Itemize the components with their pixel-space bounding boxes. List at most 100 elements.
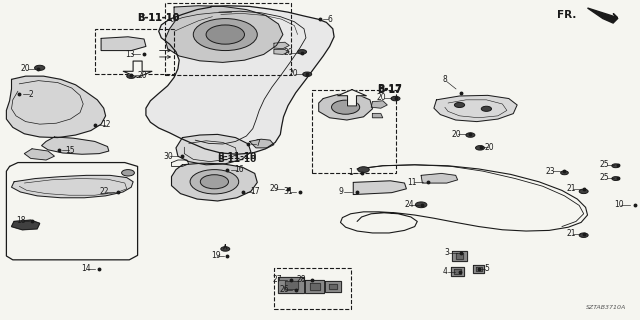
Text: 26: 26	[279, 285, 289, 294]
Bar	[95, 29, 174, 74]
Polygon shape	[473, 265, 484, 273]
Polygon shape	[434, 95, 517, 122]
Circle shape	[206, 25, 244, 44]
Polygon shape	[250, 139, 274, 148]
Text: 6: 6	[327, 15, 332, 24]
Text: 19: 19	[211, 252, 221, 260]
Circle shape	[35, 65, 45, 70]
Text: 13: 13	[125, 50, 135, 59]
Text: 20: 20	[138, 71, 148, 80]
Text: 20: 20	[451, 130, 461, 139]
Circle shape	[579, 233, 588, 237]
Circle shape	[303, 72, 312, 76]
Text: 5: 5	[484, 264, 489, 273]
Text: 25: 25	[600, 173, 610, 182]
Text: 3: 3	[444, 248, 449, 257]
Circle shape	[579, 189, 588, 194]
Text: B-11-10: B-11-10	[218, 155, 257, 164]
Text: 23: 23	[545, 167, 556, 176]
Text: B-11-10: B-11-10	[138, 12, 180, 23]
Circle shape	[332, 100, 360, 114]
Text: B-11-10: B-11-10	[218, 152, 257, 161]
Polygon shape	[456, 253, 463, 259]
Text: 7: 7	[255, 140, 260, 148]
Polygon shape	[451, 267, 464, 276]
Text: 10: 10	[614, 200, 624, 209]
Polygon shape	[124, 61, 152, 77]
Polygon shape	[146, 6, 334, 154]
Polygon shape	[353, 181, 406, 195]
Polygon shape	[12, 220, 40, 230]
Text: 16: 16	[234, 165, 244, 174]
Circle shape	[200, 175, 228, 189]
Polygon shape	[421, 173, 458, 183]
Polygon shape	[305, 280, 324, 293]
Bar	[312, 90, 396, 173]
Text: 21: 21	[566, 184, 575, 193]
Circle shape	[561, 171, 568, 175]
Polygon shape	[172, 163, 257, 201]
Text: 17: 17	[250, 188, 260, 196]
Text: 28: 28	[296, 276, 305, 284]
Polygon shape	[372, 114, 383, 118]
Text: 14: 14	[81, 264, 92, 273]
Text: 20: 20	[20, 64, 31, 73]
Polygon shape	[24, 149, 54, 160]
Text: 25: 25	[600, 160, 610, 169]
Polygon shape	[588, 8, 618, 23]
Polygon shape	[12, 175, 133, 198]
Text: 1: 1	[348, 168, 353, 177]
Polygon shape	[454, 269, 461, 274]
Polygon shape	[371, 101, 387, 108]
Polygon shape	[476, 267, 481, 271]
Text: 29: 29	[269, 184, 279, 193]
Polygon shape	[278, 277, 304, 293]
Text: 15: 15	[65, 146, 76, 155]
Polygon shape	[42, 137, 109, 154]
Circle shape	[298, 50, 307, 54]
Text: 20: 20	[288, 69, 298, 78]
Polygon shape	[274, 42, 289, 49]
Circle shape	[358, 167, 369, 172]
Text: B-17: B-17	[378, 84, 403, 94]
Text: SZTAB3710A: SZTAB3710A	[586, 305, 626, 310]
Circle shape	[481, 106, 492, 111]
Circle shape	[221, 247, 230, 251]
Text: 20: 20	[376, 93, 387, 102]
Circle shape	[476, 146, 484, 150]
Circle shape	[612, 177, 620, 180]
Text: 12: 12	[102, 120, 111, 129]
Polygon shape	[329, 284, 337, 289]
Polygon shape	[274, 50, 289, 54]
Circle shape	[454, 102, 465, 108]
Polygon shape	[6, 76, 106, 138]
Circle shape	[415, 202, 427, 208]
Text: 22: 22	[100, 188, 109, 196]
Polygon shape	[285, 281, 298, 289]
Circle shape	[612, 164, 620, 168]
Text: 4: 4	[443, 268, 448, 276]
Text: 11: 11	[407, 178, 416, 187]
Circle shape	[193, 19, 257, 51]
Text: 8: 8	[442, 76, 447, 84]
Circle shape	[122, 170, 134, 176]
Circle shape	[190, 170, 239, 194]
Text: B-11-10: B-11-10	[138, 12, 180, 23]
Text: 2: 2	[28, 90, 33, 99]
Polygon shape	[176, 134, 251, 165]
Circle shape	[466, 133, 475, 137]
Polygon shape	[101, 37, 146, 51]
Text: B-17: B-17	[378, 84, 403, 95]
Text: 21: 21	[566, 229, 575, 238]
Text: 20: 20	[283, 48, 293, 57]
Text: 24: 24	[404, 200, 415, 209]
Text: 27: 27	[272, 276, 282, 284]
Circle shape	[391, 96, 400, 101]
Text: 18: 18	[16, 216, 25, 225]
Polygon shape	[319, 94, 372, 120]
Polygon shape	[165, 6, 283, 62]
Circle shape	[127, 74, 136, 78]
Text: 20: 20	[484, 143, 494, 152]
Text: 31: 31	[283, 188, 293, 196]
Polygon shape	[325, 281, 340, 292]
